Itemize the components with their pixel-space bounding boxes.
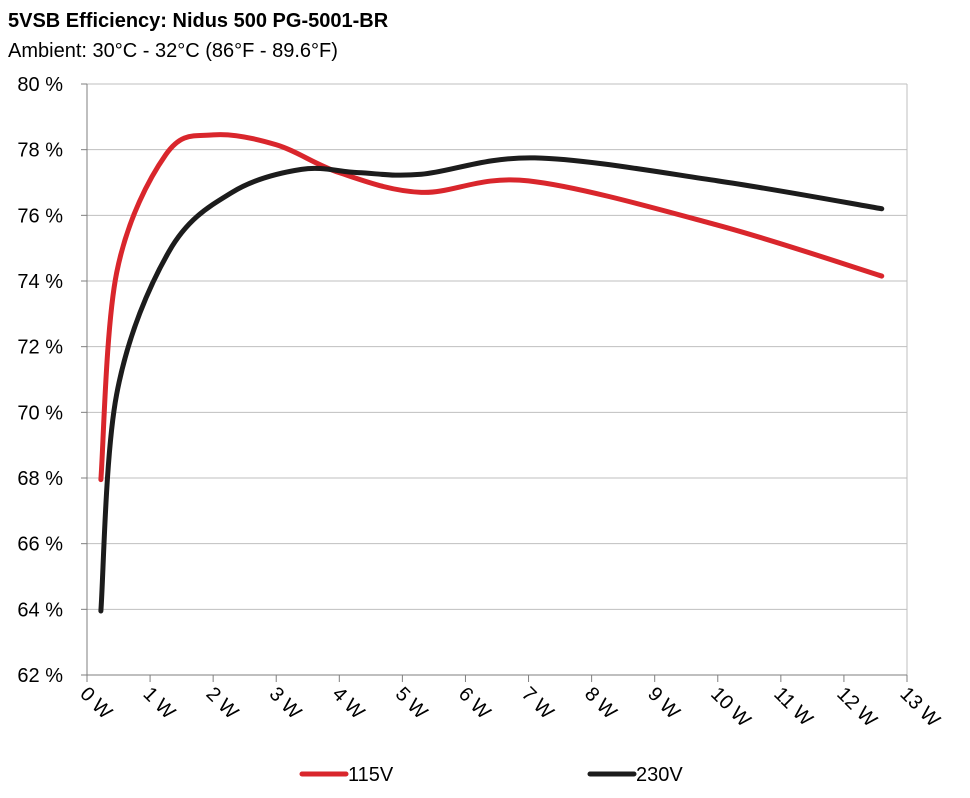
y-tick-label: 72 % bbox=[17, 337, 63, 359]
x-tick-label: 8 W bbox=[580, 683, 621, 724]
x-tick-label: 9 W bbox=[643, 683, 684, 724]
x-tick-label: 5 W bbox=[391, 683, 432, 724]
y-tick-label: 70 % bbox=[17, 402, 63, 424]
legend-item-115v-label: 115V bbox=[348, 764, 394, 786]
legend-item-230v-label: 230V bbox=[636, 764, 683, 786]
y-tick-label: 76 % bbox=[17, 205, 63, 227]
x-tick-label: 3 W bbox=[265, 683, 306, 724]
x-tick-label: 7 W bbox=[517, 683, 558, 724]
x-tick-label: 0 W bbox=[75, 683, 116, 724]
x-tick-label: 13 W bbox=[895, 683, 944, 732]
y-tick-label: 74 % bbox=[17, 271, 63, 293]
grid-layer bbox=[87, 83, 908, 676]
chart-title: 5VSB Efficiency: Nidus 500 PG-5001-BR bbox=[8, 10, 389, 32]
y-tick-label: 68 % bbox=[17, 468, 63, 490]
x-tick-label: 10 W bbox=[706, 683, 755, 732]
series-layer bbox=[98, 132, 885, 614]
x-tick-label: 6 W bbox=[454, 683, 495, 724]
x-tick-label: 4 W bbox=[328, 683, 369, 724]
x-tick-label: 1 W bbox=[139, 683, 180, 724]
x-tick-label: 12 W bbox=[832, 683, 881, 732]
x-tick-label: 2 W bbox=[202, 683, 243, 724]
x-tick-label: 11 W bbox=[769, 683, 817, 731]
chart-subtitle: Ambient: 30°C - 32°C (86°F - 89.6°F) bbox=[8, 40, 338, 62]
y-tick-label: 64 % bbox=[17, 599, 63, 621]
y-tick-label: 80 % bbox=[17, 74, 63, 96]
y-tick-label: 66 % bbox=[17, 534, 63, 556]
series-230v-line bbox=[98, 155, 885, 614]
legend: 115V 230V bbox=[299, 764, 683, 786]
y-tick-label: 62 % bbox=[17, 665, 63, 687]
y-tick-label: 78 % bbox=[17, 140, 63, 162]
